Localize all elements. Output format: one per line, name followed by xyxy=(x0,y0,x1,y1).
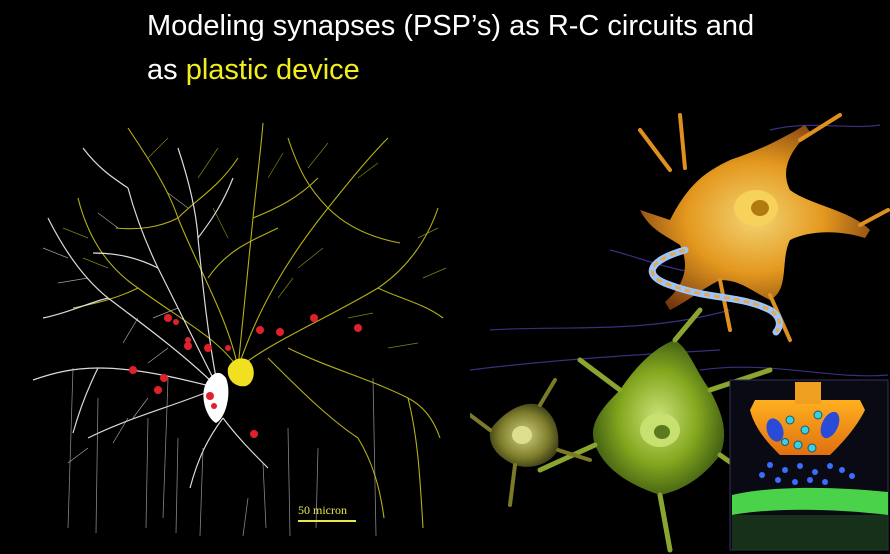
white-neuron-dendrites xyxy=(32,147,269,489)
title-highlight: plastic device xyxy=(185,54,360,86)
title-line-1: Modeling synapses (PSP’s) as R-C circuit… xyxy=(147,10,755,42)
axon-core xyxy=(650,248,781,333)
top-neuron xyxy=(638,113,890,342)
synapse-inset xyxy=(729,379,889,551)
title-line-2: as plastic device xyxy=(147,48,754,92)
scale-bar-label: 50 micron xyxy=(298,503,347,517)
synapse-markers xyxy=(129,314,362,438)
postsynaptic-membrane xyxy=(732,487,888,515)
neurotransmitters xyxy=(759,462,855,485)
scale-bar xyxy=(298,520,356,522)
white-neuron-dendrites-fine xyxy=(42,192,189,464)
left-neuron xyxy=(470,378,592,507)
title-line-2-prefix: as xyxy=(147,54,178,86)
axon-projections xyxy=(67,367,377,537)
synaptic-vesicles xyxy=(781,410,823,453)
slide-title: Modeling synapses (PSP’s) as R-C circuit… xyxy=(147,4,754,92)
yellow-soma xyxy=(227,358,254,387)
background-fibers xyxy=(470,124,889,377)
neuron-illustration-figure xyxy=(470,113,890,553)
neuron-reconstruction-figure xyxy=(32,122,447,537)
yellow-neuron-dendrites-fine xyxy=(62,137,447,349)
yellow-neuron-dendrites xyxy=(72,122,444,529)
white-soma xyxy=(203,372,229,423)
